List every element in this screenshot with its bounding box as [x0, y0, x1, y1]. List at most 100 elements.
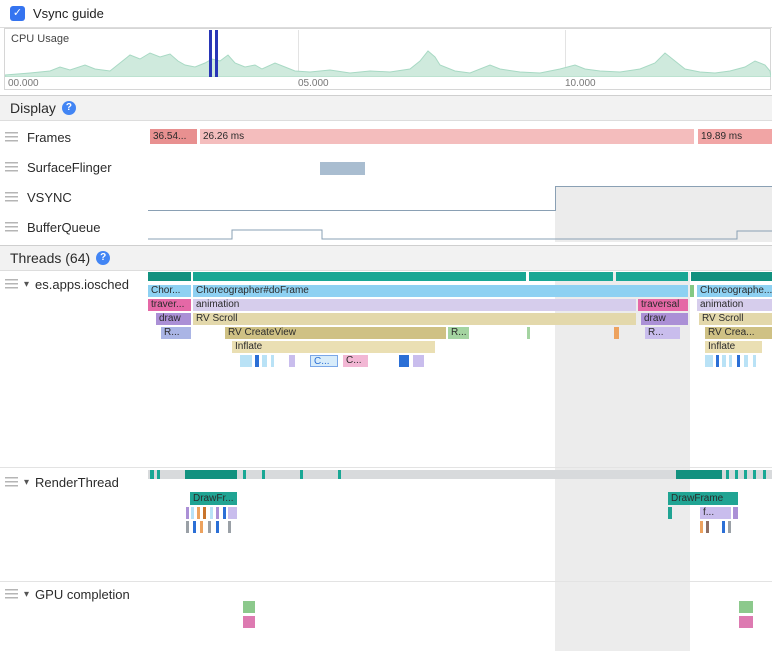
gpu-buffer-bar[interactable] [243, 616, 255, 628]
trace-event-bar[interactable] [223, 507, 226, 519]
drag-handle-icon[interactable] [5, 476, 18, 488]
trace-event-bar[interactable] [399, 355, 409, 367]
trace-event-bar[interactable] [733, 507, 738, 519]
trace-event-bar[interactable] [722, 355, 726, 367]
drag-handle-icon[interactable] [5, 221, 18, 233]
trace-event-bar[interactable] [210, 507, 213, 519]
trace-event-bar[interactable]: draw [156, 313, 191, 325]
thread-state-track[interactable] [148, 470, 772, 479]
thread-state-bar[interactable] [529, 272, 613, 281]
thread-state-bar[interactable] [262, 470, 265, 479]
trace-event-bar[interactable] [744, 355, 748, 367]
trace-event-bar[interactable] [728, 521, 731, 533]
trace-event-bar[interactable] [289, 355, 295, 367]
trace-event-bar[interactable]: animation [697, 299, 772, 311]
trace-event-bar[interactable] [255, 355, 259, 367]
trace-event-bar[interactable] [191, 507, 194, 519]
trace-event-bar[interactable]: draw [641, 313, 688, 325]
trace-event-bar[interactable] [193, 521, 196, 533]
trace-event-bar[interactable]: traver... [148, 299, 191, 311]
thread-state-bar[interactable] [763, 470, 766, 479]
trace-event-bar[interactable]: RV Scroll [699, 313, 772, 325]
trace-event-bar[interactable] [706, 521, 709, 533]
frame-bar[interactable]: 36.54... [150, 129, 197, 144]
trace-event-bar[interactable]: RV Scroll [193, 313, 636, 325]
trace-event-bar[interactable] [614, 327, 619, 339]
collapse-caret-icon[interactable]: ▾ [24, 588, 30, 600]
trace-event-bar[interactable]: Inflate [232, 341, 435, 353]
trace-event-bar[interactable] [228, 507, 237, 519]
trace-event-bar[interactable] [240, 355, 252, 367]
trace-event-bar[interactable]: animation [193, 299, 636, 311]
thread-state-bar[interactable] [243, 470, 246, 479]
collapse-caret-icon[interactable]: ▾ [24, 476, 30, 488]
trace-event-bar[interactable]: C... [343, 355, 368, 367]
thread-state-bar[interactable] [691, 272, 772, 281]
thread-state-bar[interactable] [148, 272, 191, 281]
trace-event-bar[interactable]: Inflate [705, 341, 762, 353]
trace-event-bar[interactable]: traversal [638, 299, 688, 311]
frame-bar[interactable]: 26.26 ms [200, 129, 694, 144]
gpu-buffer-bar[interactable] [739, 601, 753, 613]
trace-event-bar[interactable] [216, 507, 219, 519]
trace-event-bar[interactable] [729, 355, 732, 367]
trace-event-bar[interactable] [700, 521, 703, 533]
trace-event-bar[interactable]: R... [645, 327, 680, 339]
frame-bar[interactable]: 19.89 ms [698, 129, 772, 144]
trace-event-bar[interactable] [737, 355, 740, 367]
trace-event-bar[interactable]: DrawFrame [668, 492, 738, 505]
thread-state-bar[interactable] [300, 470, 303, 479]
trace-event-bar[interactable] [197, 507, 200, 519]
gpu-buffer-bar[interactable] [243, 601, 255, 613]
trace-event-bar[interactable]: R... [161, 327, 191, 339]
trace-event-bar[interactable] [216, 521, 219, 533]
trace-event-bar[interactable]: RV CreateView [225, 327, 446, 339]
trace-event-bar[interactable] [186, 521, 189, 533]
trace-event-bar[interactable] [228, 521, 231, 533]
trace-event-bar[interactable]: C... [310, 355, 338, 367]
thread-state-bar[interactable] [193, 272, 526, 281]
surfaceflinger-bar[interactable] [320, 162, 365, 175]
trace-event-bar[interactable] [413, 355, 424, 367]
trace-event-bar[interactable] [186, 507, 189, 519]
thread-state-bar[interactable] [726, 470, 729, 479]
trace-event-bar[interactable]: Choreographer#doFrame [193, 285, 688, 297]
trace-event-bar[interactable] [200, 521, 203, 533]
trace-event-bar[interactable] [271, 355, 274, 367]
trace-event-bar[interactable] [527, 327, 530, 339]
help-icon[interactable]: ? [61, 101, 76, 115]
trace-event-bar[interactable]: Chor... [148, 285, 191, 297]
trace-event-bar[interactable]: RV Crea... [705, 327, 772, 339]
drag-handle-icon[interactable] [5, 278, 18, 290]
help-icon[interactable]: ? [96, 251, 111, 265]
trace-event-bar[interactable]: f... [700, 507, 731, 519]
vsync-guide-checkbox[interactable]: ✓ [10, 6, 25, 21]
thread-state-bar[interactable] [616, 272, 688, 281]
thread-state-bar[interactable] [744, 470, 747, 479]
drag-handle-icon[interactable] [5, 191, 18, 203]
trace-event-bar[interactable]: Choreographe... [697, 285, 772, 297]
drag-handle-icon[interactable] [5, 131, 18, 143]
drag-handle-icon[interactable] [5, 161, 18, 173]
trace-event-bar[interactable] [753, 355, 756, 367]
collapse-caret-icon[interactable]: ▾ [24, 278, 30, 290]
thread-state-bar[interactable] [157, 470, 160, 479]
thread-state-bar[interactable] [676, 470, 722, 479]
trace-event-bar[interactable] [705, 355, 713, 367]
trace-event-bar[interactable]: R... [448, 327, 469, 339]
trace-event-bar[interactable] [203, 507, 206, 519]
trace-event-bar[interactable] [690, 285, 694, 297]
thread-state-bar[interactable] [753, 470, 756, 479]
trace-event-bar[interactable] [722, 521, 725, 533]
trace-event-bar[interactable] [208, 521, 211, 533]
drag-handle-icon[interactable] [5, 588, 18, 600]
thread-state-bar[interactable] [150, 470, 154, 479]
gpu-buffer-bar[interactable] [739, 616, 753, 628]
thread-state-bar[interactable] [735, 470, 738, 479]
trace-event-bar[interactable] [716, 355, 719, 367]
trace-event-bar[interactable]: DrawFr... [190, 492, 237, 505]
trace-event-bar[interactable] [668, 507, 672, 519]
trace-event-bar[interactable] [262, 355, 267, 367]
thread-state-bar[interactable] [338, 470, 341, 479]
thread-state-bar[interactable] [185, 470, 237, 479]
